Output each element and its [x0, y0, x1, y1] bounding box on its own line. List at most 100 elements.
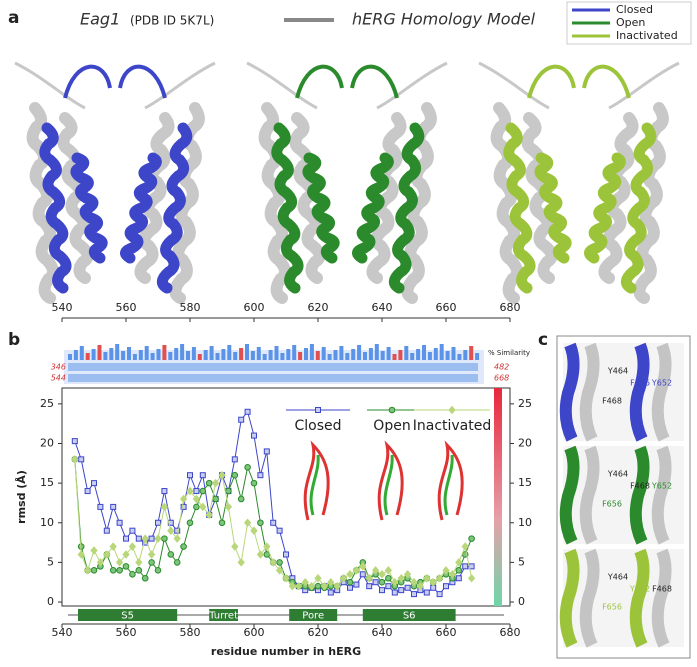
similarity-bar: [127, 347, 131, 360]
x-tick-label: 600: [244, 301, 265, 314]
marker: [455, 567, 463, 574]
helix: [629, 445, 650, 545]
marker: [225, 487, 232, 495]
similarity-bar: [162, 345, 167, 360]
colorbar-tick-label: 25: [518, 397, 532, 410]
legend-label: Open: [616, 16, 645, 29]
marker: [270, 519, 277, 526]
marker: [250, 526, 258, 535]
marker: [71, 438, 78, 445]
marker: [122, 563, 130, 570]
marker: [179, 494, 188, 504]
residue-label: Y652: [629, 585, 650, 594]
similarity-bar: [268, 350, 273, 360]
marker: [404, 584, 411, 591]
helix: [620, 122, 657, 294]
marker: [103, 527, 110, 534]
legend-label: Closed: [294, 418, 341, 434]
similarity-bar: [368, 348, 373, 360]
similarity-bar: [339, 346, 344, 360]
marker: [379, 587, 385, 594]
marker: [443, 583, 449, 590]
protein-structure: [478, 61, 680, 304]
marker: [327, 577, 335, 587]
similarity-bar: [398, 350, 403, 360]
similarity-bar: [363, 352, 367, 360]
helix: [258, 102, 292, 304]
similarity-bar: [374, 344, 379, 360]
marker: [455, 558, 463, 567]
marker: [186, 486, 194, 496]
marker: [275, 566, 284, 575]
helix: [57, 112, 94, 284]
marker: [109, 542, 117, 551]
marker: [307, 581, 316, 591]
marker: [385, 574, 392, 582]
marker: [122, 550, 130, 559]
similarity-bar: [144, 346, 149, 360]
marker: [276, 527, 283, 534]
similarity-bar: [121, 351, 126, 360]
marker: [352, 566, 361, 575]
similarity-bar: [333, 350, 338, 360]
helix: [490, 102, 524, 304]
ribbon: [443, 454, 454, 516]
similarity-bar: [150, 353, 155, 360]
ribbon: [377, 440, 404, 521]
marker: [244, 463, 251, 471]
x-tick-label: 540: [52, 301, 73, 314]
marker: [462, 563, 469, 570]
marker: [467, 573, 476, 583]
similarity-bar: [156, 349, 161, 360]
marker: [416, 581, 425, 591]
marker: [167, 551, 175, 558]
ribbon: [437, 440, 464, 521]
marker: [314, 582, 322, 590]
similarity-bar: [309, 344, 314, 360]
similarity-bar: [256, 347, 261, 360]
loop: [14, 61, 216, 110]
residue-label: Y464: [607, 470, 628, 479]
marker: [429, 577, 437, 587]
marker: [71, 455, 79, 464]
helix: [134, 112, 175, 284]
domain-label: S6: [403, 611, 416, 622]
marker: [167, 526, 175, 535]
helix: [70, 152, 108, 264]
marker: [155, 519, 161, 526]
marker: [174, 527, 181, 534]
marker: [148, 559, 155, 566]
similarity-bar: [233, 352, 238, 360]
marker: [199, 487, 207, 495]
similarity-bar: [315, 351, 320, 360]
y-tick-label: 10: [40, 516, 54, 529]
similarity-bar: [168, 352, 173, 360]
x-tick-label: 600: [244, 626, 265, 639]
residue-label: Y652: [651, 379, 672, 388]
legend-label: Inactivated: [616, 29, 678, 42]
similarity-bar: [345, 353, 350, 360]
similarity-bar: [227, 345, 232, 360]
marker: [315, 407, 321, 413]
marker: [410, 577, 418, 587]
helix: [598, 112, 639, 284]
marker: [257, 519, 264, 527]
similarity-bar: [386, 347, 391, 360]
marker: [231, 542, 239, 551]
colorbar-tick-label: 0: [518, 595, 525, 608]
marker: [96, 558, 105, 567]
helix: [559, 548, 580, 648]
marker: [160, 502, 169, 512]
legend-label: Inactivated: [413, 418, 492, 434]
marker: [448, 405, 456, 415]
herg-title: hERG Homology Model: [352, 10, 536, 29]
legend-label: Closed: [616, 3, 653, 16]
marker: [365, 573, 373, 583]
similarity-bar: [439, 344, 444, 360]
marker: [468, 535, 475, 542]
marker: [398, 587, 405, 594]
x-tick-label: 560: [116, 301, 137, 314]
similarity-bar: [103, 352, 108, 360]
marker: [218, 519, 226, 527]
similarity-bar: [97, 345, 102, 360]
